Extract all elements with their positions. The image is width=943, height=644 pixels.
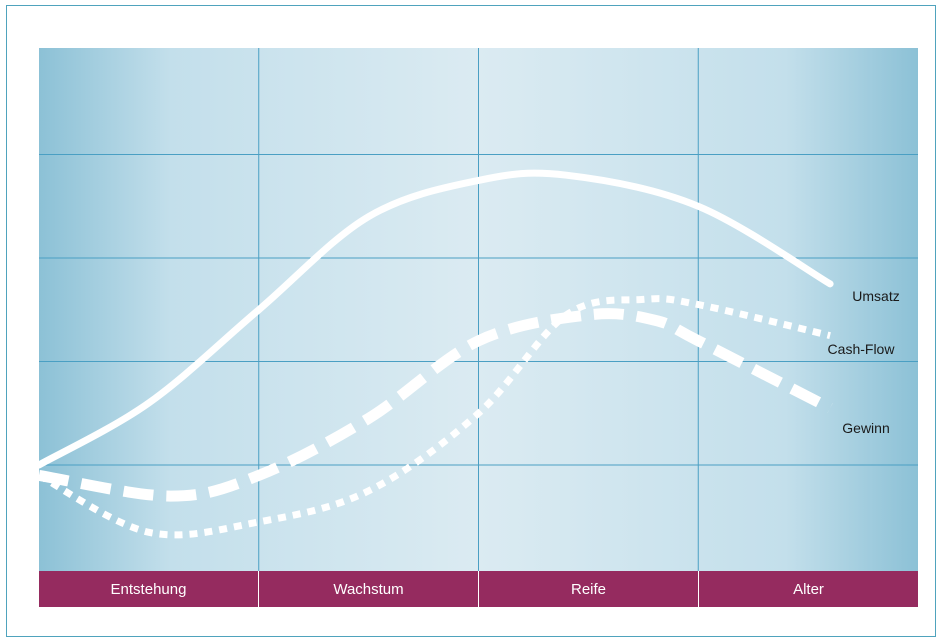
series-label-cash-flow: Cash-Flow [828, 341, 896, 357]
phase-entstehung: Entstehung [39, 571, 259, 607]
grid [39, 48, 918, 571]
series-label-umsatz: Umsatz [852, 288, 899, 304]
series-line-umsatz [35, 169, 834, 469]
series-label-gewinn: Gewinn [842, 420, 889, 436]
series-line-gewinn [38, 308, 833, 502]
series-labels: Umsatz Cash-Flow Gewinn [828, 288, 900, 436]
series-layer [35, 169, 834, 539]
phase-wachstum: Wachstum [259, 571, 479, 607]
phase-alter: Alter [699, 571, 918, 607]
lifecycle-phase-bar: Entstehung Wachstum Reife Alter [39, 571, 918, 607]
phase-reife: Reife [479, 571, 699, 607]
